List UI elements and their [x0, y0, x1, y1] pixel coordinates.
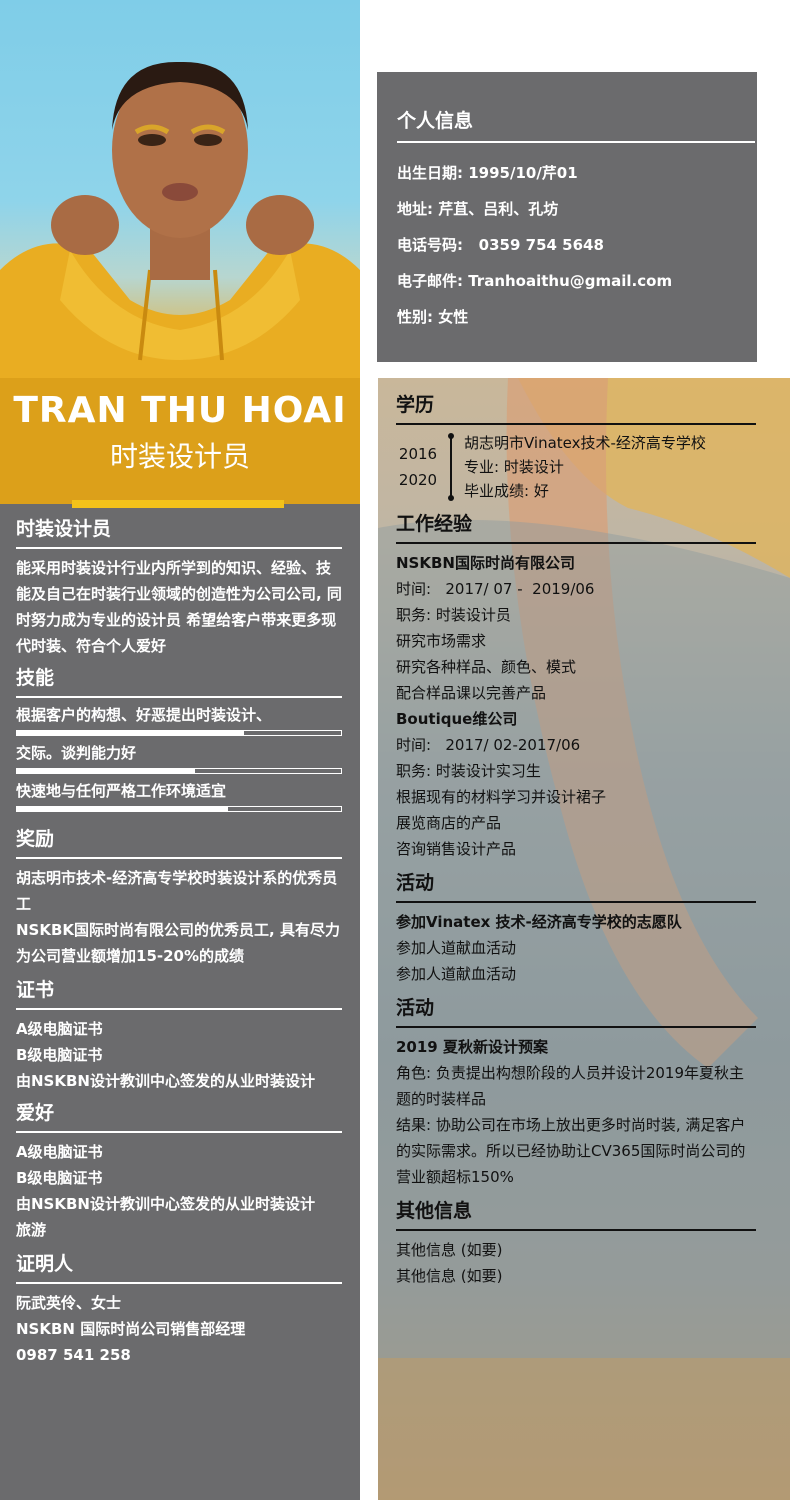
- section-heading: 学历: [396, 390, 756, 425]
- project-title: 2019 夏秋新设计预案: [396, 1038, 548, 1056]
- left-content: 时装设计员 能采用时装设计行业内所学到的知识、经验、技能及自己在时装行业领域的创…: [16, 514, 342, 1372]
- skill-bar: [16, 806, 342, 812]
- accent-bar: [72, 500, 284, 508]
- hobby-line: B级电脑证书: [16, 1169, 103, 1187]
- education-detail: 胡志明市Vinatex技术-经济高专学校 专业: 时装设计 毕业成绩: 好: [464, 431, 706, 503]
- name-banner: TRAN THU HOAI 时装设计员: [0, 378, 360, 504]
- skill-bar-fill: [17, 769, 196, 773]
- section-heading: 活动: [396, 993, 756, 1028]
- hobby-line: 旅游: [16, 1221, 47, 1239]
- school-name: 胡志明市Vinatex技术-经济高专学校: [464, 434, 706, 452]
- personal-info-heading: 个人信息: [397, 106, 755, 143]
- awards-section: 奖励 胡志明市技术-经济高专学校时装设计系的优秀员工 NSKBK国际时尚有限公司…: [16, 824, 342, 969]
- objective-section: 时装设计员 能采用时装设计行业内所学到的知识、经验、技能及自己在时装行业领域的创…: [16, 514, 342, 659]
- skill-bar: [16, 730, 342, 736]
- job-detail-line: 根据现有的材料学习并设计裙子: [396, 788, 607, 806]
- left-column: TRAN THU HOAI 时装设计员 时装设计员 能采用时装设计行业内所学到的…: [0, 0, 360, 1500]
- education-entry: 2016 2020 胡志明市Vinatex技术-经济高专学校 专业: 时装设计 …: [396, 431, 756, 503]
- other-info-line: 其他信息 (如要): [396, 1241, 503, 1259]
- section-heading: 时装设计员: [16, 514, 342, 549]
- certificate-line: A级电脑证书: [16, 1020, 103, 1038]
- experience-section: 工作经验 NSKBN国际时尚有限公司 时间: 2017/ 07 - 2019/0…: [396, 509, 756, 862]
- education-years: 2016 2020: [396, 431, 440, 503]
- personal-info-panel: 个人信息 出生日期: 1995/10/芹01 地址: 芹苴、吕利、孔坊 电话号码…: [377, 72, 757, 362]
- major: 专业: 时装设计: [464, 458, 564, 476]
- timeline-line: [448, 433, 454, 501]
- project-result: 结果: 协助公司在市场上放出更多时尚时装, 满足客户的实际需求。所以已经协助让C…: [396, 1116, 746, 1186]
- job-detail-line: 时间: 2017/ 02-2017/06: [396, 736, 581, 754]
- skills-section: 技能 根据客户的构想、好恶提出时装设计、 交际。谈判能力好 快速地与任何严格工作…: [16, 663, 342, 812]
- job-detail-line: 职务: 时装设计员: [396, 606, 511, 624]
- award-line: NSKBK国际时尚有限公司的优秀员工, 具有尽力为公司营业额增加15-20%的成…: [16, 921, 340, 965]
- activities-section: 活动 参加Vinatex 技术-经济高专学校的志愿队 参加人道献血活动 参加人道…: [396, 868, 756, 987]
- candidate-job-title: 时装设计员: [109, 440, 250, 473]
- reference-line: NSKBN 国际时尚公司销售部经理: [16, 1320, 246, 1338]
- reference-line: 阮武英伶、女士: [16, 1294, 122, 1312]
- award-line: 胡志明市技术-经济高专学校时装设计系的优秀员工: [16, 869, 338, 913]
- job-detail-line: 研究市场需求: [396, 632, 487, 650]
- gender: 性别: 女性: [397, 308, 469, 326]
- company-name: Boutique维公司: [396, 710, 518, 728]
- skill-item: 快速地与任何严格工作环境适宜: [16, 780, 342, 812]
- education-year-end: 2020: [398, 471, 438, 489]
- activity-line: 参加人道献血活动: [396, 965, 517, 983]
- hobby-line: 由NSKBN设计教训中心签发的从业时装设计: [16, 1195, 315, 1213]
- job-detail-line: 配合样品课以完善产品: [396, 684, 547, 702]
- background-photo: [378, 378, 790, 1500]
- section-heading: 奖励: [16, 824, 342, 859]
- grade: 毕业成绩: 好: [464, 482, 549, 500]
- skill-bar-fill: [17, 731, 244, 735]
- education-year-start: 2016: [398, 445, 438, 463]
- hobbies-section: 爱好 A级电脑证书 B级电脑证书 由NSKBN设计教训中心签发的从业时装设计 旅…: [16, 1098, 342, 1243]
- skill-label: 快速地与任何严格工作环境适宜: [16, 782, 227, 800]
- phone-number: 电话号码: 0359 754 5648: [397, 236, 604, 254]
- other-info-section: 其他信息 其他信息 (如要) 其他信息 (如要): [396, 1196, 756, 1289]
- candidate-name: TRAN THU HOAI: [13, 390, 347, 431]
- certificates-section: 证书 A级电脑证书 B级电脑证书 由NSKBN设计教训中心签发的从业时装设计: [16, 975, 342, 1094]
- skill-item: 交际。谈判能力好: [16, 742, 342, 774]
- skill-bar: [16, 768, 342, 774]
- address: 地址: 芹苴、吕利、孔坊: [397, 200, 559, 218]
- section-heading: 爱好: [16, 1098, 342, 1133]
- projects-section: 活动 2019 夏秋新设计预案 角色: 负责提出构想阶段的人员并设计2019年夏…: [396, 993, 756, 1190]
- project-role: 角色: 负责提出构想阶段的人员并设计2019年夏秋主题的时装样品: [396, 1064, 744, 1108]
- objective-text: 能采用时装设计行业内所学到的知识、经验、技能及自己在时装行业领域的创造性为公司公…: [16, 559, 342, 655]
- section-heading: 证书: [16, 975, 342, 1010]
- other-info-line: 其他信息 (如要): [396, 1267, 503, 1285]
- activity-title: 参加Vinatex 技术-经济高专学校的志愿队: [396, 913, 682, 931]
- skill-label: 交际。谈判能力好: [16, 744, 137, 762]
- email: 电子邮件: Tranhoaithu@gmail.com: [397, 272, 673, 290]
- company-name: NSKBN国际时尚有限公司: [396, 554, 575, 572]
- job-detail-line: 研究各种样品、颜色、模式: [396, 658, 577, 676]
- skill-label: 根据客户的构想、好恶提出时装设计、: [16, 706, 272, 724]
- reference-line: 0987 541 258: [16, 1346, 131, 1364]
- skill-bar-fill: [17, 807, 228, 811]
- section-heading: 技能: [16, 663, 342, 698]
- certificate-line: 由NSKBN设计教训中心签发的从业时装设计: [16, 1072, 315, 1090]
- job-detail-line: 职务: 时装设计实习生: [396, 762, 541, 780]
- background-photo-illustration: [378, 378, 790, 1500]
- section-heading: 工作经验: [396, 509, 756, 544]
- certificate-line: B级电脑证书: [16, 1046, 103, 1064]
- skill-item: 根据客户的构想、好恶提出时装设计、: [16, 704, 342, 736]
- hobby-line: A级电脑证书: [16, 1143, 103, 1161]
- right-content: 学历 2016 2020 胡志明市Vinatex技术-经济高专学校 专业: 时装…: [396, 390, 756, 1293]
- job-detail-line: 展览商店的产品: [396, 814, 502, 832]
- activity-line: 参加人道献血活动: [396, 939, 517, 957]
- birth-date: 出生日期: 1995/10/芹01: [397, 164, 578, 182]
- references-section: 证明人 阮武英伶、女士 NSKBN 国际时尚公司销售部经理 0987 541 2…: [16, 1249, 342, 1368]
- section-heading: 其他信息: [396, 1196, 756, 1231]
- section-heading: 证明人: [16, 1249, 342, 1284]
- job-detail-line: 咨询销售设计产品: [396, 840, 517, 858]
- job-detail-line: 时间: 2017/ 07 - 2019/06: [396, 580, 595, 598]
- education-section: 学历 2016 2020 胡志明市Vinatex技术-经济高专学校 专业: 时装…: [396, 390, 756, 503]
- section-heading: 活动: [396, 868, 756, 903]
